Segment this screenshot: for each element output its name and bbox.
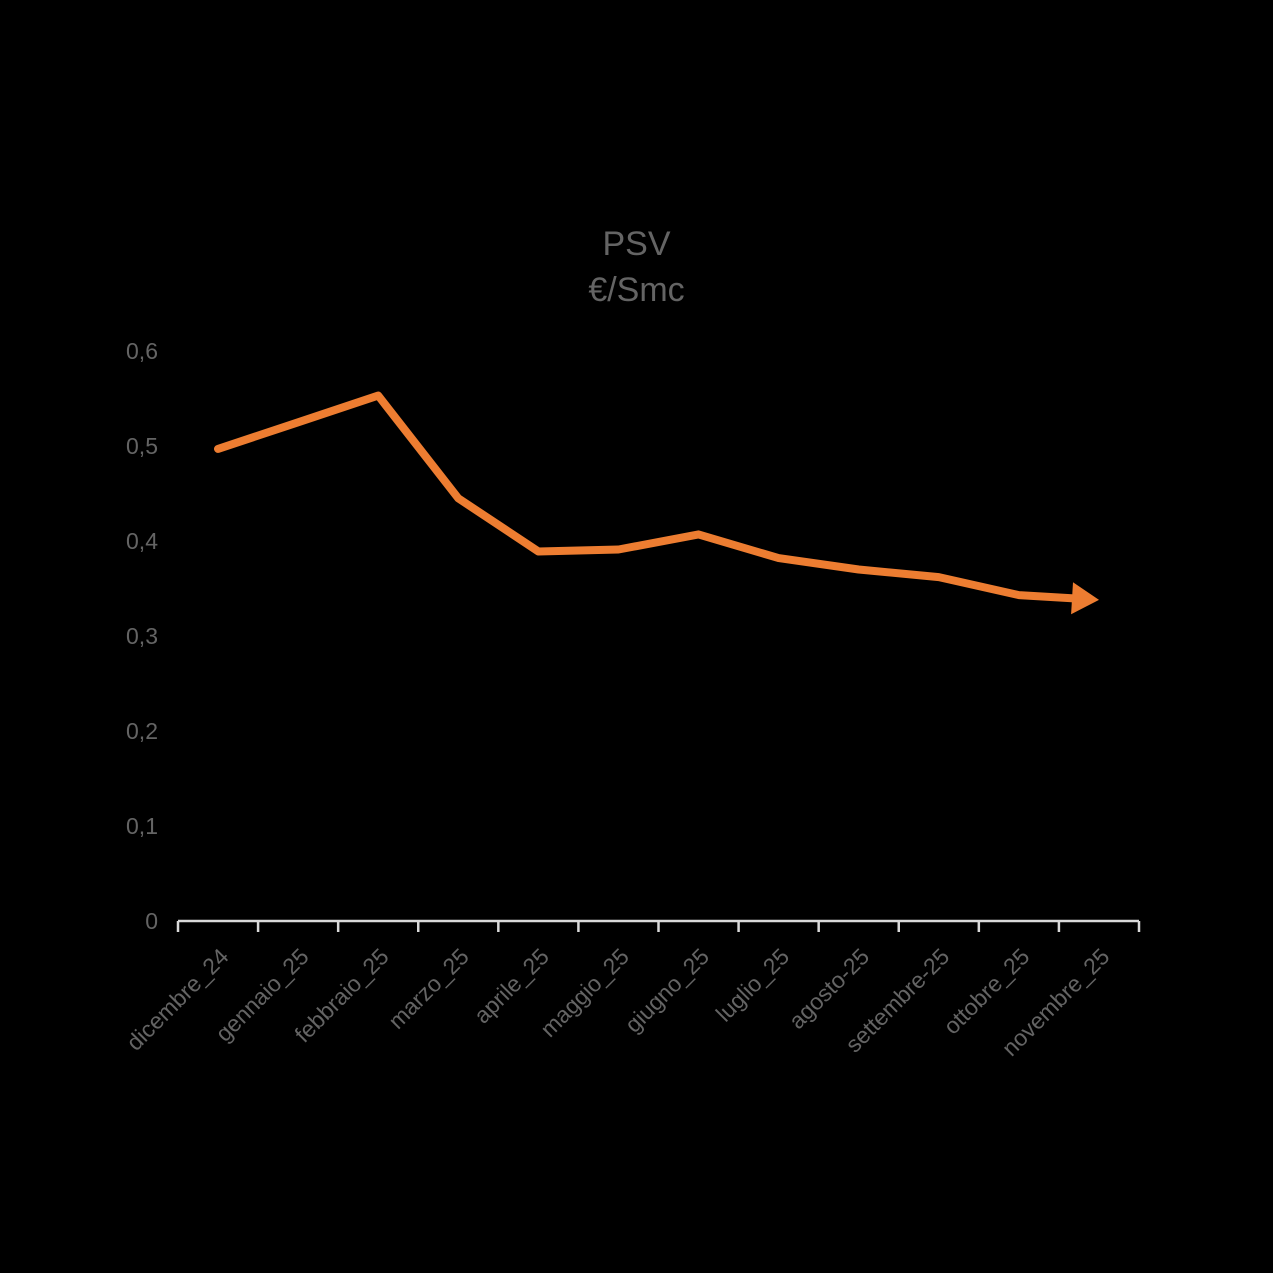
y-axis-tick-label: 0,4 — [126, 528, 158, 554]
y-axis-tick-label: 0,3 — [126, 623, 158, 649]
x-axis-category-label: aprile_25 — [469, 943, 554, 1028]
psv-series-line — [214, 391, 1080, 603]
line-end-arrowhead-icon — [1071, 582, 1099, 615]
x-axis-category-label: marzo_25 — [383, 943, 474, 1034]
y-axis-tick-label: 0,6 — [126, 338, 158, 364]
y-axis-tick-label: 0,5 — [126, 433, 158, 459]
chart-title-line2: €/Smc — [588, 271, 685, 309]
y-axis-tick-label: 0 — [145, 908, 158, 934]
y-axis-tick-label: 0,1 — [126, 813, 158, 839]
x-axis-category-label: giugno_25 — [620, 943, 714, 1037]
y-axis-tick-label: 0,2 — [126, 718, 158, 744]
chart-title-line1: PSV — [602, 225, 671, 263]
chart-title: PSV €/Smc — [0, 221, 1273, 313]
x-axis-category-label: dicembre_24 — [121, 943, 234, 1056]
x-axis-category-label: luglio_25 — [711, 943, 795, 1027]
